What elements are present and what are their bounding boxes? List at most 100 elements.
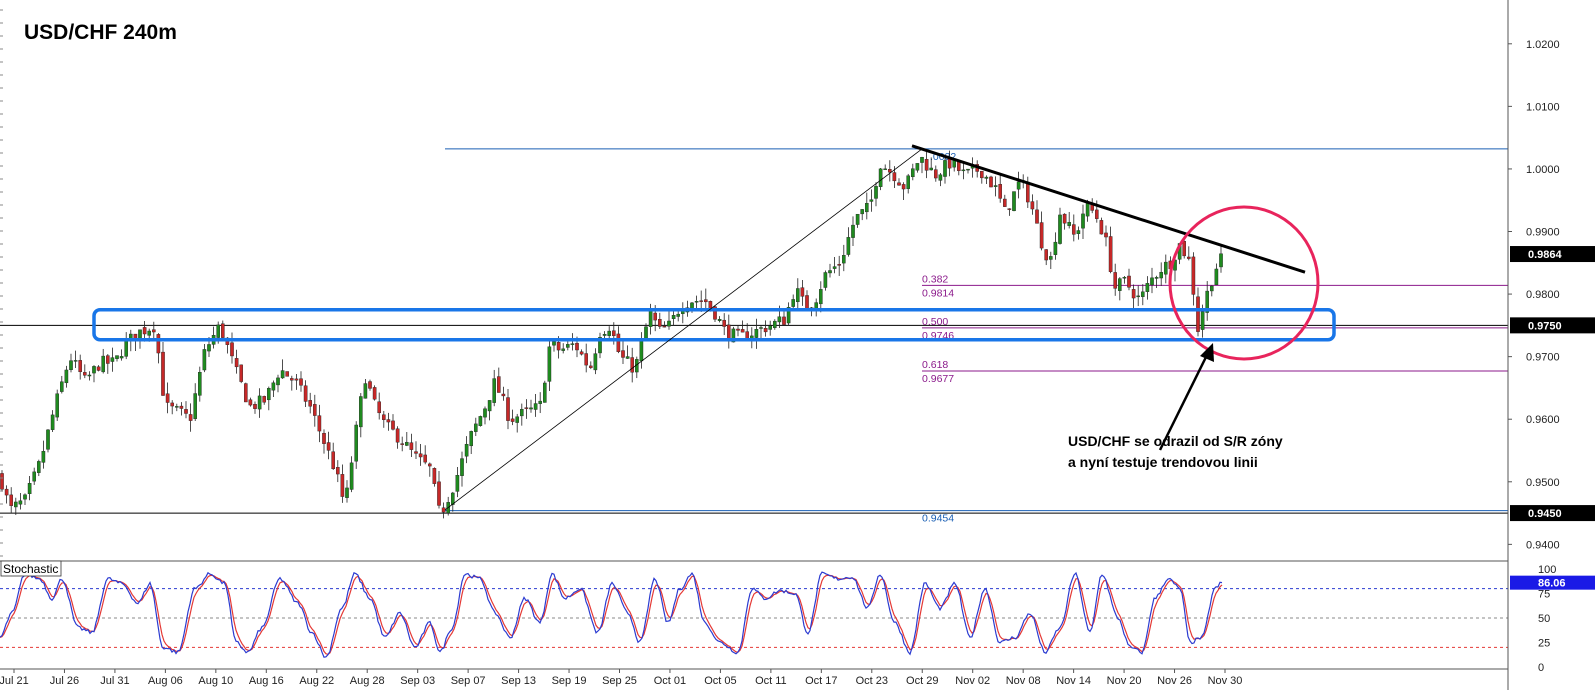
bear-candle	[763, 328, 768, 333]
bear-candle	[901, 184, 906, 190]
bull-candle	[851, 224, 855, 238]
time-tick-label: Jul 26	[50, 675, 79, 687]
time-tick-label: Oct 05	[704, 675, 736, 687]
bear-candle	[234, 358, 239, 368]
bull-candle	[1200, 311, 1205, 330]
bull-candle	[37, 461, 41, 473]
bear-candle	[934, 169, 938, 179]
bear-candle	[0, 473, 4, 490]
bear-candle	[653, 312, 657, 321]
bull-candle	[271, 382, 276, 391]
bull-candle	[1214, 268, 1219, 286]
bull-candle	[363, 383, 368, 399]
bull-candle	[1140, 291, 1145, 297]
bull-candle	[681, 310, 685, 314]
bear-candle	[253, 404, 257, 409]
bull-candle	[593, 353, 598, 371]
bull-candle	[598, 337, 602, 354]
bull-candle	[1058, 214, 1062, 244]
bull-candle	[115, 355, 119, 359]
bear-candle	[239, 364, 244, 382]
bull-candle	[92, 366, 96, 374]
bear-candle	[621, 350, 625, 358]
bear-candle	[736, 328, 740, 331]
bull-candle	[1076, 230, 1081, 234]
bull-candle	[464, 443, 469, 457]
stochastic-label: Stochastic	[3, 562, 58, 576]
fib-price-label: 0.9677	[922, 373, 954, 385]
bull-candle	[460, 458, 464, 476]
time-tick-label: Nov 26	[1157, 675, 1192, 687]
bear-candle	[1113, 272, 1117, 289]
bear-candle	[924, 158, 929, 171]
bear-candle	[161, 351, 165, 396]
bear-candle	[782, 316, 786, 325]
bull-candle	[694, 301, 699, 303]
bear-candle	[308, 400, 313, 407]
price-tag-label: 0.9450	[1528, 508, 1562, 520]
bear-candle	[1196, 296, 1200, 332]
bull-candle	[570, 343, 575, 345]
bull-candle	[1136, 295, 1140, 298]
bull-candle	[46, 429, 50, 450]
bull-candle	[60, 381, 64, 392]
bear-candle	[589, 365, 593, 368]
bear-candle	[294, 378, 299, 381]
bull-candle	[538, 400, 542, 404]
bull-candle	[533, 403, 538, 410]
time-tick-label: Sep 03	[400, 675, 435, 687]
bear-candle	[888, 169, 892, 173]
bear-candle	[837, 264, 841, 266]
bull-candle	[832, 266, 837, 269]
bull-candle	[828, 270, 832, 274]
time-tick-label: Nov 02	[955, 675, 990, 687]
price-tick-label: 1.0100	[1526, 101, 1560, 113]
bull-candle	[929, 167, 933, 171]
horizontal-levels: .00320.94540.3820.98140.5000.97460.6180.…	[0, 148, 1508, 525]
bear-candle	[391, 420, 395, 430]
time-tick-label: Oct 23	[856, 675, 888, 687]
time-tick-label: Sep 25	[602, 675, 637, 687]
bull-candle	[455, 475, 460, 492]
bear-candle	[82, 372, 87, 376]
bull-candle	[1163, 261, 1168, 275]
bull-candle	[552, 341, 556, 346]
fib-ratio-label: 0.618	[922, 359, 948, 371]
bull-candle	[625, 356, 630, 359]
bear-candle	[437, 481, 441, 506]
bear-candle	[377, 401, 382, 414]
bear-candle	[722, 319, 726, 327]
bear-candle	[4, 488, 9, 496]
price-tick-label: 0.9800	[1526, 289, 1560, 301]
bear-candle	[989, 176, 993, 188]
stochastic-d-line	[0, 574, 1223, 655]
price-tick-label: 0.9600	[1526, 414, 1560, 426]
bear-candle	[1007, 208, 1012, 210]
bear-candle	[303, 385, 308, 402]
bear-candle	[1127, 275, 1131, 288]
bear-candle	[313, 404, 317, 416]
time-tick-label: Sep 07	[451, 675, 486, 687]
time-tick-label: Nov 30	[1208, 675, 1243, 687]
bear-candle	[1025, 181, 1030, 203]
sr-zone-box	[92, 307, 1336, 342]
bear-candle	[386, 419, 391, 423]
bear-candle	[105, 355, 110, 364]
price-tick-label: 1.0000	[1526, 164, 1560, 176]
bear-candle	[1035, 209, 1039, 224]
bull-candle	[667, 320, 671, 327]
bull-candle	[874, 186, 878, 199]
bull-candle	[1012, 191, 1016, 212]
bull-candle	[474, 423, 478, 432]
bull-candle	[690, 302, 694, 309]
bear-candle	[220, 323, 225, 338]
chart-title: USD/CHF 240m	[24, 21, 177, 44]
bull-candle	[543, 382, 547, 403]
bear-candle	[1039, 222, 1044, 249]
time-tick-label: Nov 14	[1056, 675, 1091, 687]
bear-candle	[372, 387, 377, 400]
bear-candle	[409, 442, 414, 450]
bear-candle	[336, 467, 340, 475]
bear-candle	[96, 366, 101, 371]
